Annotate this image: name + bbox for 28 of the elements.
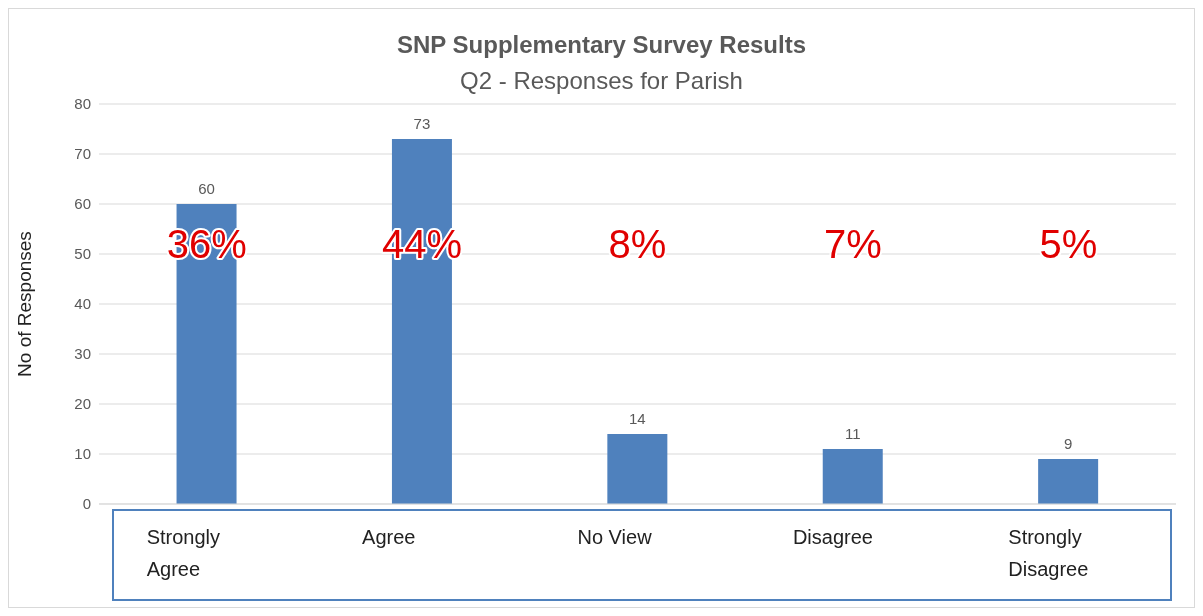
- y-tick-label: 30: [74, 345, 91, 363]
- data-label: 14: [629, 410, 646, 427]
- data-label: 9: [1063, 435, 1073, 452]
- y-tick-label: 40: [74, 295, 91, 313]
- y-axis-title: No of Responses: [13, 231, 35, 377]
- chart-title: SNP Supplementary Survey Results: [395, 31, 807, 59]
- x-tick-label: Strongly Disagree: [1008, 526, 1089, 581]
- bar: [822, 449, 883, 504]
- annotation: 5%: [1039, 222, 1098, 267]
- x-tick-label: Agree: [362, 526, 416, 549]
- data-label: 60: [198, 180, 215, 197]
- x-tick-label: Strongly Agree: [146, 526, 221, 581]
- chart-subtitle: Q2 - Responses for Parish: [459, 67, 744, 95]
- y-tick-label: 70: [74, 145, 91, 163]
- y-tick-label: 60: [74, 195, 91, 213]
- y-tick-label: 10: [74, 445, 91, 463]
- y-tick-label: 0: [82, 495, 91, 513]
- data-label: 11: [844, 425, 861, 442]
- annotation: 7%: [823, 222, 882, 267]
- x-tick-label: Disagree: [792, 526, 873, 549]
- y-tick-label: 80: [74, 95, 91, 113]
- bar: [607, 434, 668, 504]
- y-tick-label: 50: [74, 245, 91, 263]
- y-tick-label: 20: [74, 395, 91, 413]
- x-tick-label: No View: [577, 526, 653, 549]
- data-label: 73: [413, 115, 431, 132]
- bar: [1038, 459, 1099, 504]
- annotation: 8%: [608, 222, 667, 267]
